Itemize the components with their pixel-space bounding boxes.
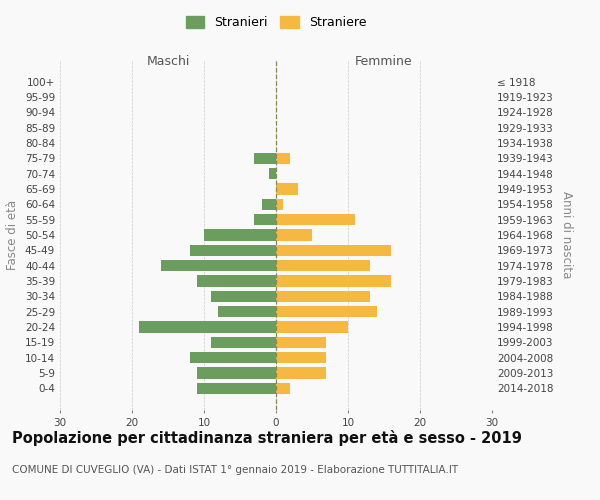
Bar [190, 352, 276, 364]
Bar [254, 152, 276, 164]
Text: Popolazione per cittadinanza straniera per età e sesso - 2019: Popolazione per cittadinanza straniera p… [12, 430, 522, 446]
Bar [269, 168, 276, 179]
Text: Maschi: Maschi [146, 55, 190, 68]
Bar [276, 322, 348, 333]
Bar [218, 306, 276, 318]
Bar [276, 260, 370, 272]
Bar [276, 276, 391, 287]
Bar [197, 368, 276, 379]
Bar [276, 198, 283, 210]
Y-axis label: Fasce di età: Fasce di età [7, 200, 19, 270]
Text: Femmine: Femmine [355, 55, 413, 68]
Bar [190, 244, 276, 256]
Bar [276, 290, 370, 302]
Bar [197, 276, 276, 287]
Legend: Stranieri, Straniere: Stranieri, Straniere [181, 11, 371, 34]
Bar [276, 152, 290, 164]
Bar [276, 352, 326, 364]
Bar [254, 214, 276, 226]
Bar [276, 368, 326, 379]
Bar [161, 260, 276, 272]
Bar [139, 322, 276, 333]
Bar [276, 229, 312, 241]
Bar [276, 306, 377, 318]
Bar [211, 290, 276, 302]
Bar [262, 198, 276, 210]
Bar [211, 336, 276, 348]
Y-axis label: Anni di nascita: Anni di nascita [560, 192, 573, 278]
Bar [276, 244, 391, 256]
Bar [197, 382, 276, 394]
Bar [276, 382, 290, 394]
Bar [276, 336, 326, 348]
Text: COMUNE DI CUVEGLIO (VA) - Dati ISTAT 1° gennaio 2019 - Elaborazione TUTTITALIA.I: COMUNE DI CUVEGLIO (VA) - Dati ISTAT 1° … [12, 465, 458, 475]
Bar [276, 183, 298, 194]
Bar [276, 214, 355, 226]
Bar [204, 229, 276, 241]
